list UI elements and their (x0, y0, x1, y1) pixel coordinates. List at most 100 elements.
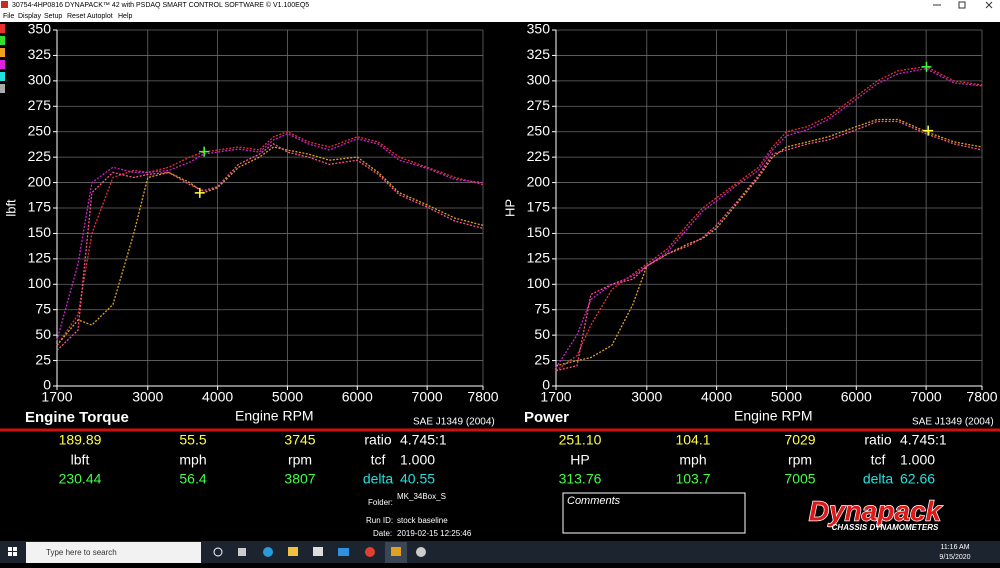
icon[interactable] (391, 547, 401, 556)
readout-key-value: 4.745:1 (900, 432, 947, 448)
y-tick-label: 0 (43, 377, 51, 393)
chart-title: Power (524, 409, 569, 426)
x-tick-label: 5000 (272, 389, 303, 405)
x-tick-label: 7800 (966, 389, 997, 405)
cursor (923, 125, 934, 136)
x-tick-label: 1700 (41, 389, 72, 405)
series-line (56, 132, 484, 341)
y-tick-label: 350 (527, 21, 551, 37)
y-tick-label: 75 (35, 300, 51, 316)
chart-title: Engine Torque (25, 409, 129, 426)
start[interactable] (8, 547, 12, 551)
icon[interactable] (416, 547, 426, 557)
x-tick-label: 7000 (911, 389, 942, 405)
icon[interactable] (365, 547, 375, 557)
y-tick-label: 250 (28, 122, 52, 138)
series-line (56, 130, 484, 346)
swatch[interactable] (0, 60, 5, 69)
window-controls[interactable] (933, 1, 993, 9)
swatch[interactable] (0, 36, 5, 45)
readout-key: ratio (864, 432, 891, 448)
readout-key-value: 1.000 (400, 452, 435, 468)
swatch[interactable] (0, 24, 5, 33)
folder: MK_34Box_S (397, 492, 446, 501)
readout-value: 7029 (784, 432, 815, 448)
icon[interactable] (338, 548, 349, 556)
menu-item[interactable]: Setup (44, 13, 62, 20)
y-tick-label: 300 (527, 72, 551, 88)
swatch[interactable] (0, 48, 5, 57)
x-tick-label: 4000 (202, 389, 233, 405)
series-line (56, 146, 484, 346)
icon[interactable] (263, 547, 273, 557)
readout-value: 230.44 (59, 471, 102, 487)
x-tick-label: 3000 (631, 389, 662, 405)
readout-key: ratio (364, 432, 391, 448)
readout-value: 7005 (784, 471, 815, 487)
x-tick-label: 1700 (540, 389, 571, 405)
y-tick-label: 150 (28, 224, 52, 240)
app-icon (1, 1, 8, 8)
y-tick-label: 200 (28, 173, 52, 189)
y-tick-label: 275 (28, 97, 52, 113)
readout-value: 189.89 (59, 432, 102, 448)
series-line (555, 65, 983, 372)
readout-value: 104.1 (675, 432, 710, 448)
chart: 0 25 50 75 100 125 150 175 200 225 250 275 300 325 350… (502, 21, 997, 428)
y-tick-label: 350 (28, 21, 52, 37)
swatch[interactable] (0, 72, 5, 81)
date-label: Date: (373, 529, 392, 538)
menu-item[interactable]: File (3, 13, 14, 20)
series-line (56, 143, 484, 351)
readout-value: rpm (788, 452, 812, 468)
window-title: 30754-4HP0816 DYNAPACK™ 42 with PSDAQ SM… (12, 1, 309, 9)
taskbar (0, 541, 1000, 563)
y-tick-label: 100 (28, 275, 52, 291)
y-tick-label: 250 (527, 122, 551, 138)
y-tick-label: 0 (542, 377, 550, 393)
readout-key-value: 40.55 (400, 471, 435, 487)
x-tick-label: 3000 (132, 389, 163, 405)
title-bar (0, 0, 1000, 22)
icon[interactable] (238, 548, 246, 556)
readout-value: HP (570, 452, 589, 468)
close[interactable] (985, 1, 993, 9)
y-tick-label: 175 (527, 199, 551, 215)
logo: Dynapack (809, 495, 943, 526)
cursor (194, 187, 205, 198)
readout-value: 3745 (284, 432, 315, 448)
x-tick-label: 6000 (841, 389, 872, 405)
y-tick-label: 175 (28, 199, 52, 215)
menu-item[interactable]: Display (18, 13, 41, 20)
cursor (921, 61, 932, 72)
y-tick-label: 25 (534, 351, 550, 367)
swatch[interactable] (0, 84, 5, 93)
menu-item[interactable]: Help (118, 13, 133, 20)
icon[interactable] (313, 547, 323, 556)
y-tick-label: 50 (35, 326, 51, 342)
menu-item[interactable]: Reset (67, 13, 85, 20)
comments-box[interactable] (562, 492, 746, 534)
icon[interactable] (213, 547, 223, 557)
menu-item[interactable]: Autoplot (87, 13, 113, 20)
readout-value: 55.5 (179, 432, 206, 448)
note: SAE J1349 (2004) (912, 417, 994, 428)
x-tick-label: 5000 (771, 389, 802, 405)
readout-key: delta (863, 471, 894, 487)
readout-value: mph (179, 452, 206, 468)
search-box[interactable] (26, 542, 201, 563)
y-tick-label: 150 (527, 224, 551, 240)
icon[interactable] (288, 547, 298, 556)
date: 2019-02-15 12:25:46 (397, 529, 472, 538)
readout-value: 103.7 (675, 471, 710, 487)
readout-key: tcf (871, 452, 886, 468)
logo-tagline: CHASSIS DYNAMOMETERS (832, 523, 939, 532)
start-part (8, 552, 12, 556)
chart: 0 25 50 75 100 125 150 175 200 225 250 275 300 325 350… (3, 21, 498, 428)
readout-value: 313.76 (559, 471, 602, 487)
maximize[interactable] (958, 1, 966, 9)
legend-swatches (0, 24, 5, 93)
y-tick-label: 50 (534, 326, 550, 342)
start-part (13, 552, 17, 556)
